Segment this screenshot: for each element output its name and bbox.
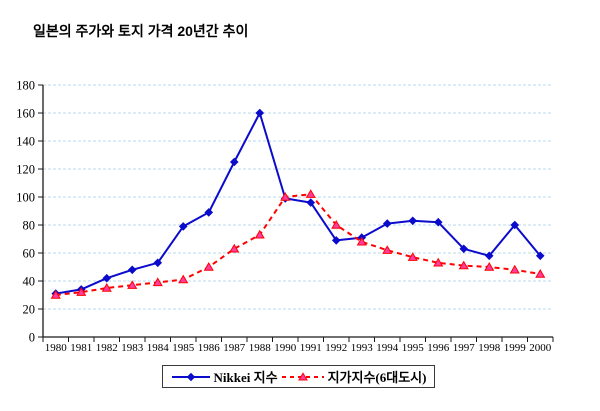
series-1-marker — [127, 280, 138, 289]
x-axis-tick-label: 1985 — [172, 342, 195, 354]
series-1-marker — [458, 260, 469, 270]
series-1-marker — [203, 262, 214, 271]
series-0-marker — [459, 244, 469, 254]
series-0-marker — [408, 216, 418, 226]
x-axis-tick-label: 1995 — [402, 342, 425, 354]
y-axis-tick-label: 0 — [29, 331, 35, 345]
x-axis-tick-label: 1982 — [96, 342, 118, 354]
y-axis-tick-label: 160 — [16, 107, 35, 121]
series-line-0 — [55, 112, 542, 295]
x-axis-tick-label: 1991 — [300, 342, 322, 354]
series-1-marker — [407, 252, 418, 261]
x-axis-tick-label: 1998 — [478, 342, 501, 354]
chart-legend: Nikkei 지수 지가지수(6대도시) — [162, 365, 435, 388]
series-1-marker — [229, 243, 240, 253]
chart-title: 일본의 주가와 토지 가격 20년간 추이 — [33, 23, 249, 39]
legend-label-nikkei: Nikkei 지수 — [213, 370, 278, 385]
series-0-marker — [178, 222, 188, 231]
legend-item-nikkei: Nikkei 지수 — [171, 367, 278, 386]
x-axis-tick-label: 1987 — [223, 342, 246, 354]
series-line-1 — [55, 193, 541, 296]
x-axis-tick-label: 1990 — [274, 342, 297, 354]
landindex-line-swatch-icon — [281, 371, 324, 380]
series-1-marker — [254, 229, 265, 239]
series-0-marker — [484, 251, 494, 261]
y-axis-tick-label: 40 — [23, 275, 36, 289]
series-1-marker — [509, 264, 520, 274]
series-0-marker — [102, 273, 112, 283]
x-axis-tick-label: 1981 — [70, 342, 92, 354]
series-0-marker — [255, 108, 265, 118]
x-axis-tick-label: 1996 — [427, 342, 450, 354]
y-axis-tick-label: 60 — [23, 247, 36, 261]
x-axis-tick-label: 1984 — [147, 342, 170, 354]
y-axis-tick-label: 120 — [16, 163, 35, 177]
y-axis-tick-label: 80 — [23, 219, 36, 233]
y-axis-tick-label: 20 — [23, 303, 36, 317]
legend-item-landindex: 지가지수(6대도시) — [281, 367, 427, 386]
series-1-marker — [535, 269, 546, 278]
x-axis-tick-label: 1988 — [249, 342, 272, 354]
x-axis-tick-label: 1994 — [376, 342, 399, 354]
x-axis-tick-label: 1997 — [453, 342, 476, 354]
series-1-marker — [50, 290, 61, 299]
series-1-marker — [331, 220, 342, 229]
x-axis-tick-label: 1986 — [198, 342, 221, 354]
series-0-marker — [306, 198, 316, 207]
series-0-marker — [153, 258, 163, 268]
x-axis-tick-label: 1992 — [325, 342, 347, 354]
y-axis-tick-label: 100 — [16, 191, 35, 205]
x-axis-tick-label: 2000 — [529, 342, 552, 354]
series-0-marker — [535, 251, 545, 261]
series-0-marker — [229, 157, 239, 167]
y-axis-tick-label: 140 — [16, 135, 35, 149]
series-0-marker — [382, 219, 392, 228]
x-axis-tick-label: 1980 — [45, 342, 68, 354]
x-axis-tick-label: 1983 — [121, 342, 144, 354]
series-1-marker — [152, 277, 163, 287]
series-1-marker — [305, 189, 316, 198]
series-0-marker — [331, 236, 341, 245]
series-1-marker — [433, 257, 444, 267]
series-1-marker — [356, 236, 367, 246]
series-1-marker — [178, 274, 189, 284]
series-1-marker — [76, 287, 87, 296]
series-0-marker — [510, 220, 520, 230]
y-axis-tick-label: 180 — [16, 79, 35, 93]
series-1-marker — [382, 245, 393, 254]
series-0-marker — [433, 217, 443, 227]
nikkei-line-swatch-icon — [171, 372, 210, 381]
x-axis-tick-label: 1999 — [504, 342, 527, 354]
series-1-marker — [280, 192, 291, 201]
series-1-marker — [101, 283, 112, 292]
series-0-marker — [127, 265, 137, 275]
legend-label-landindex: 지가지수(6대도시) — [327, 370, 427, 385]
series-1-marker — [484, 262, 495, 271]
series-0-marker — [204, 208, 214, 217]
x-axis-tick-label: 1993 — [351, 342, 374, 354]
